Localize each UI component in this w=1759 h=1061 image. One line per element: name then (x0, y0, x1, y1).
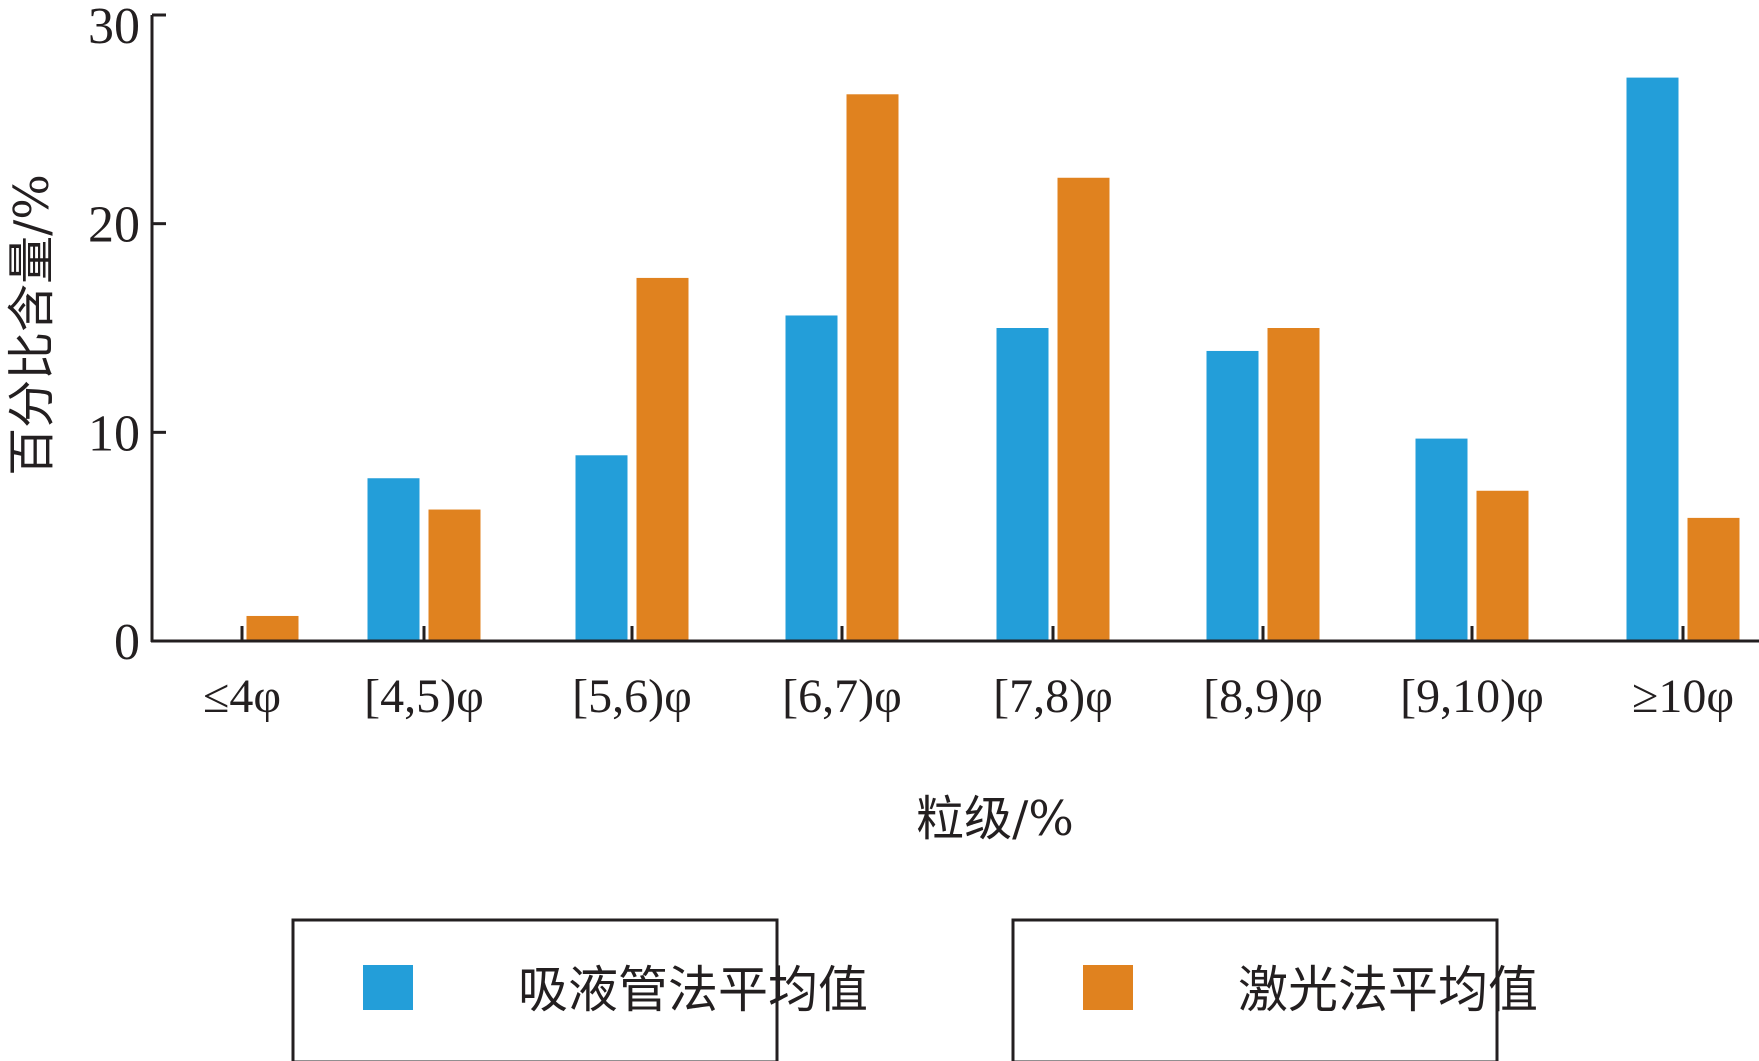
bar (1415, 438, 1468, 641)
bar (367, 478, 420, 641)
legend-box (1011, 918, 1499, 1061)
bar (785, 315, 838, 641)
y-tick-label: 0 (114, 614, 140, 671)
x-tick-label: [4,5)φ (364, 670, 484, 723)
y-axis-title: 百分比含量/% (4, 174, 60, 476)
bars-group (246, 77, 1740, 642)
bar (428, 509, 481, 641)
bar (996, 328, 1049, 641)
x-tick-label: [5,6)φ (572, 670, 692, 723)
x-tick-label: ≤4φ (203, 670, 281, 723)
x-tick-label: [8,9)φ (1203, 670, 1323, 723)
x-tick-label: [6,7)φ (782, 670, 902, 723)
bar (846, 94, 899, 641)
x-tick-label: ≥10φ (1632, 670, 1734, 723)
legend: 吸液管法平均值 激光法平均值 (291, 918, 1538, 1061)
bar (1476, 490, 1529, 641)
bar (575, 455, 628, 641)
y-tick-label: 20 (88, 197, 140, 254)
axes-group (150, 15, 1759, 643)
x-tick-label: [7,8)φ (993, 670, 1113, 723)
y-ticks-group: 0 10 20 30 (88, 0, 166, 671)
x-ticks-group: ≤4φ [4,5)φ [5,6)φ [6,7)φ [7,8)φ [8,9)φ [9,10)φ… (203, 626, 1734, 723)
y-tick-label: 30 (88, 0, 140, 55)
y-tick-label: 10 (88, 405, 140, 462)
bar (1267, 328, 1320, 641)
bar (1206, 350, 1259, 641)
x-axis-title: 粒级/% (916, 791, 1074, 847)
legend-label: 吸液管法平均值 (518, 961, 868, 1019)
x-tick-label: [9,10)φ (1400, 670, 1544, 723)
legend-box (291, 918, 779, 1061)
legend-label: 激光法平均值 (1238, 961, 1538, 1019)
bar (1057, 177, 1110, 641)
legend-swatch (1083, 965, 1133, 1010)
bar (1687, 517, 1740, 641)
bar (246, 615, 299, 641)
bar (636, 277, 689, 641)
bar (1626, 77, 1679, 642)
legend-swatch (363, 965, 413, 1010)
